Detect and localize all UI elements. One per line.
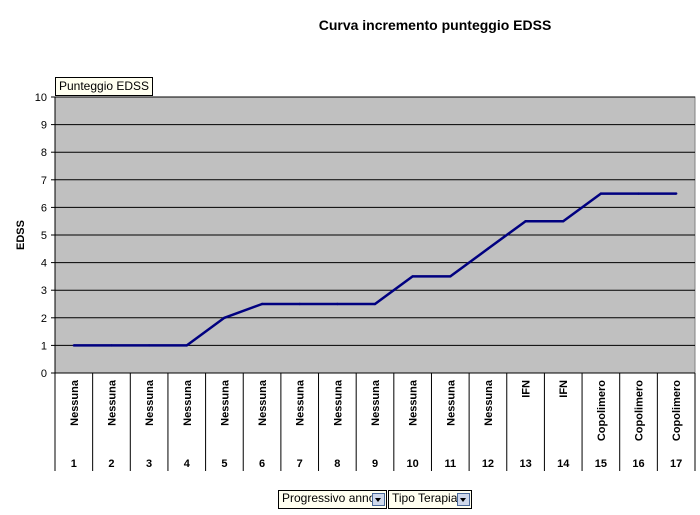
data-point xyxy=(411,275,414,278)
x-tick-label-therapy: Nessuna xyxy=(257,379,269,426)
data-point xyxy=(336,302,339,306)
series-field-button[interactable]: Punteggio EDSS xyxy=(55,77,154,96)
y-tick-label: 3 xyxy=(41,285,47,297)
x-tick-label-therapy: Nessuna xyxy=(69,379,81,426)
x-tick-label-therapy: Nessuna xyxy=(295,379,307,426)
data-point xyxy=(185,344,188,347)
x-tick-label-year: 8 xyxy=(334,458,340,470)
y-tick-label: 9 xyxy=(41,120,47,132)
x-tick-label-therapy: Nessuna xyxy=(219,379,231,426)
data-point xyxy=(449,275,452,278)
x-tick-label-year: 13 xyxy=(519,458,531,470)
x-tick-label-therapy: Nessuna xyxy=(445,379,457,426)
x-tick-label-therapy: Nessuna xyxy=(106,379,118,426)
x-tick-label-year: 1 xyxy=(71,458,77,470)
data-point xyxy=(674,192,678,195)
x-tick-label-year: 17 xyxy=(670,458,682,470)
data-point xyxy=(637,192,640,195)
data-point xyxy=(223,316,226,319)
tipo-terapia-label: Tipo Terapia xyxy=(392,491,458,505)
x-tick-label-therapy: Nessuna xyxy=(144,379,156,426)
x-tick-label-year: 5 xyxy=(221,458,227,470)
x-tick-label-year: 11 xyxy=(444,458,456,470)
x-tick-label-therapy: Nessuna xyxy=(332,379,344,426)
data-point xyxy=(562,220,565,223)
chart-title: Curva incremento punteggio EDSS xyxy=(318,17,552,33)
x-tick-label-therapy: Nessuna xyxy=(182,379,194,426)
x-tick-label-year: 16 xyxy=(632,458,644,470)
x-tick-label-year: 14 xyxy=(557,458,570,470)
data-point xyxy=(486,247,490,250)
data-point xyxy=(524,220,527,223)
y-tick-label: 4 xyxy=(41,258,47,270)
x-tick-label-therapy: Copolimero xyxy=(596,380,608,441)
x-tick-label-therapy: Nessuna xyxy=(483,379,495,426)
data-point xyxy=(599,192,603,195)
x-tick-label-year: 4 xyxy=(184,458,191,470)
y-tick-label: 0 xyxy=(41,368,47,380)
data-point xyxy=(373,302,377,306)
x-tick-label-therapy: IFN xyxy=(558,380,570,398)
y-tick-label: 6 xyxy=(41,202,47,214)
x-tick-label-therapy: IFN xyxy=(521,380,533,398)
y-tick-label: 10 xyxy=(35,92,47,104)
y-tick-label: 1 xyxy=(41,340,47,352)
x-tick-label-therapy: Nessuna xyxy=(370,379,382,426)
x-tick-label-year: 12 xyxy=(482,458,494,470)
x-tick-label-year: 15 xyxy=(595,458,607,470)
chevron-down-icon[interactable] xyxy=(457,493,470,506)
tipo-terapia-dropdown[interactable]: Tipo Terapia xyxy=(388,490,472,509)
x-tick-label-year: 3 xyxy=(146,458,152,470)
data-point xyxy=(72,344,76,347)
x-tick-label-year: 6 xyxy=(259,458,265,470)
y-tick-label: 8 xyxy=(41,147,47,159)
progressivo-anno-label: Progressivo anno xyxy=(282,491,376,505)
data-point xyxy=(298,302,301,306)
data-point xyxy=(260,302,264,306)
x-tick-label-year: 10 xyxy=(407,458,419,470)
x-tick-label-therapy: Copolimero xyxy=(634,380,646,441)
progressivo-anno-dropdown[interactable]: Progressivo anno xyxy=(278,490,387,509)
x-tick-label-therapy: Copolimero xyxy=(671,380,683,441)
y-tick-label: 2 xyxy=(41,313,47,325)
x-tick-label-therapy: Nessuna xyxy=(408,379,420,426)
x-tick-label-year: 9 xyxy=(372,458,378,470)
x-tick-label-year: 7 xyxy=(297,458,303,470)
y-tick-label: 7 xyxy=(41,175,47,187)
x-tick-label-year: 2 xyxy=(108,458,114,470)
data-point xyxy=(110,344,113,347)
chevron-down-icon[interactable] xyxy=(372,493,385,506)
y-axis-label: EDSS xyxy=(15,220,27,250)
y-tick-label: 5 xyxy=(41,230,47,242)
data-point xyxy=(147,344,151,347)
